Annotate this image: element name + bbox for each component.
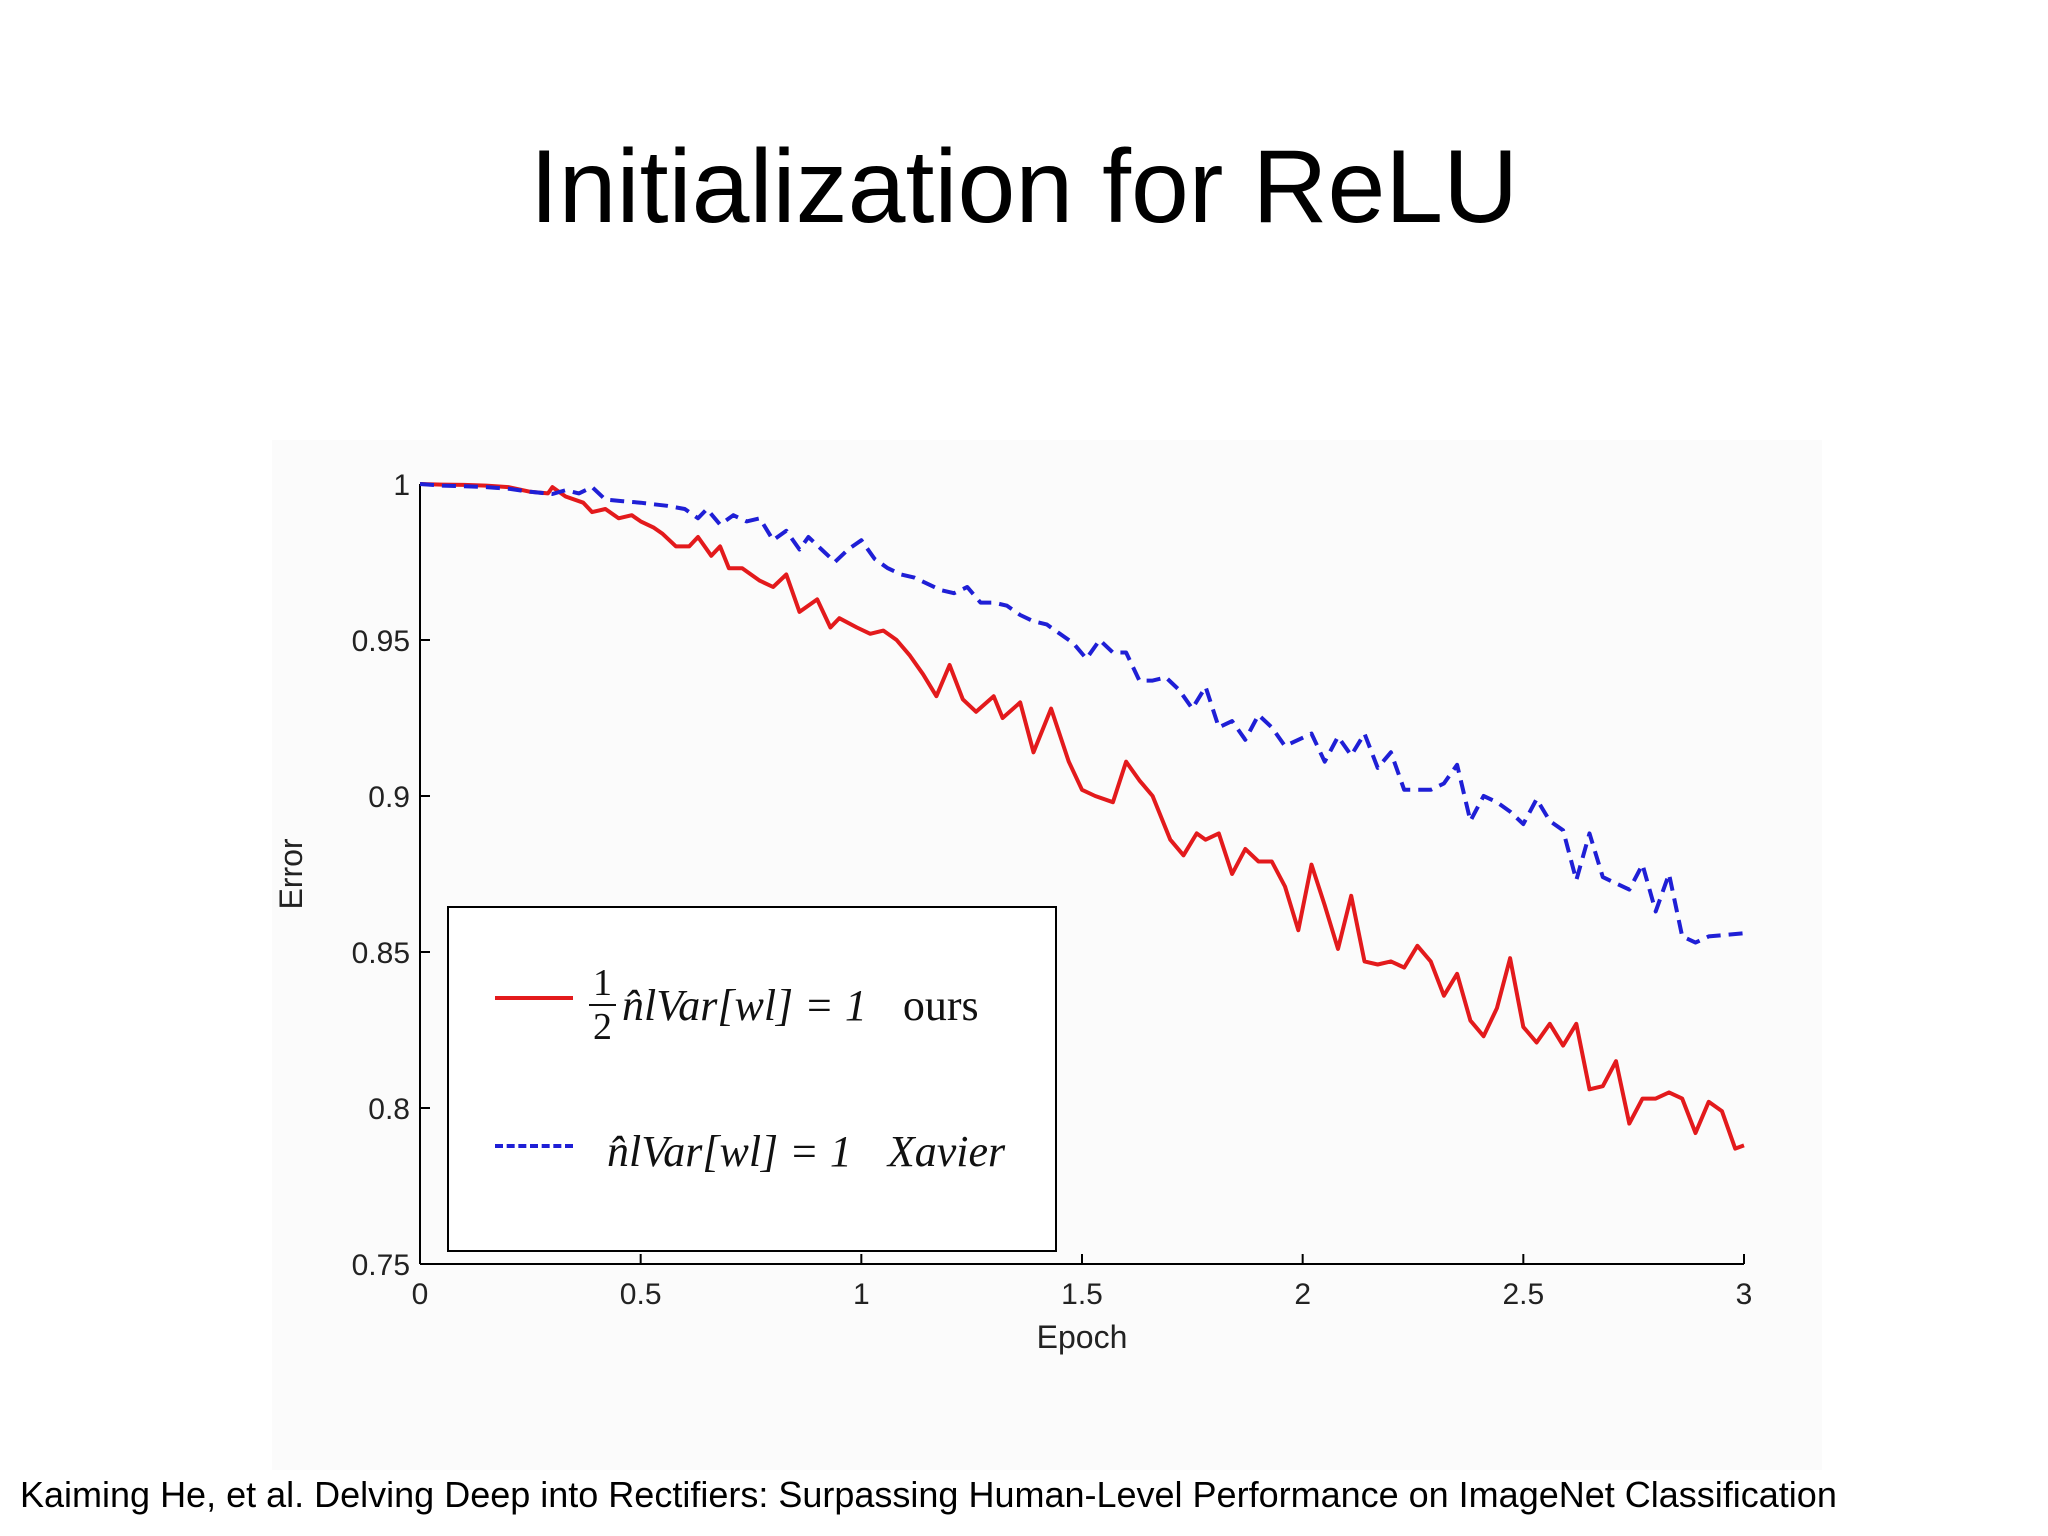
fraction-numerator: 1 — [589, 964, 616, 1006]
y-tick-label: 1 — [393, 469, 410, 502]
legend-label-xavier: Xavier — [887, 1127, 1006, 1176]
series-line-xavier — [419, 482, 1745, 945]
line-chart: 0.75 0.8 0.85 0.9 0.95 1 0 0.5 1 1.5 2 2.5 3 Epoch Err… — [273, 469, 1753, 1355]
legend-entry-ours: 1 2 n̂lVar[wl] = 1 ours — [449, 938, 1055, 1058]
x-tick-label: 1 — [853, 1278, 870, 1311]
legend-fraction: 1 2 — [589, 964, 616, 1046]
legend-entry-xavier: n̂lVar[wl] = 1 Xavier — [449, 1086, 1055, 1206]
slide-title: Initialization for ReLU — [529, 129, 1519, 245]
series-line-ours — [419, 482, 1745, 1151]
y-tick-label: 0.75 — [352, 1249, 410, 1282]
legend-swatch-xavier — [495, 1144, 573, 1148]
y-tick-label: 0.85 — [352, 937, 410, 970]
chart-legend: 1 2 n̂lVar[wl] = 1 ours n̂lVar[wl] = 1 X… — [447, 906, 1057, 1252]
y-axis-label: Error — [273, 838, 309, 909]
x-tick-label: 2 — [1294, 1278, 1311, 1311]
legend-formula-xavier: n̂lVar[wl] = 1 Xavier — [607, 1126, 1005, 1177]
legend-label-ours: ours — [902, 980, 979, 1030]
x-tick-label: 3 — [1736, 1278, 1753, 1311]
legend-swatch-ours — [495, 996, 573, 1000]
legend-formula-ours: 1 2 n̂lVar[wl] = 1 ours — [589, 964, 979, 1046]
x-axis-label: Epoch — [1037, 1319, 1128, 1355]
x-tick-label: 0.5 — [620, 1278, 662, 1311]
x-tick-label: 0 — [412, 1278, 429, 1311]
x-tick-label: 1.5 — [1061, 1278, 1103, 1311]
citation: Kaiming He, et al. Delving Deep into Rec… — [20, 1474, 1837, 1515]
fraction-denominator: 2 — [593, 1006, 612, 1048]
y-tick-label: 0.9 — [368, 781, 410, 814]
y-tick-label: 0.8 — [368, 1093, 410, 1126]
y-tick-label: 0.95 — [352, 625, 410, 658]
x-tick-label: 2.5 — [1502, 1278, 1544, 1311]
legend-expression-xavier: n̂lVar[wl] = 1 — [607, 1127, 852, 1176]
legend-expression-ours: n̂lVar[wl] = 1 — [622, 980, 867, 1030]
